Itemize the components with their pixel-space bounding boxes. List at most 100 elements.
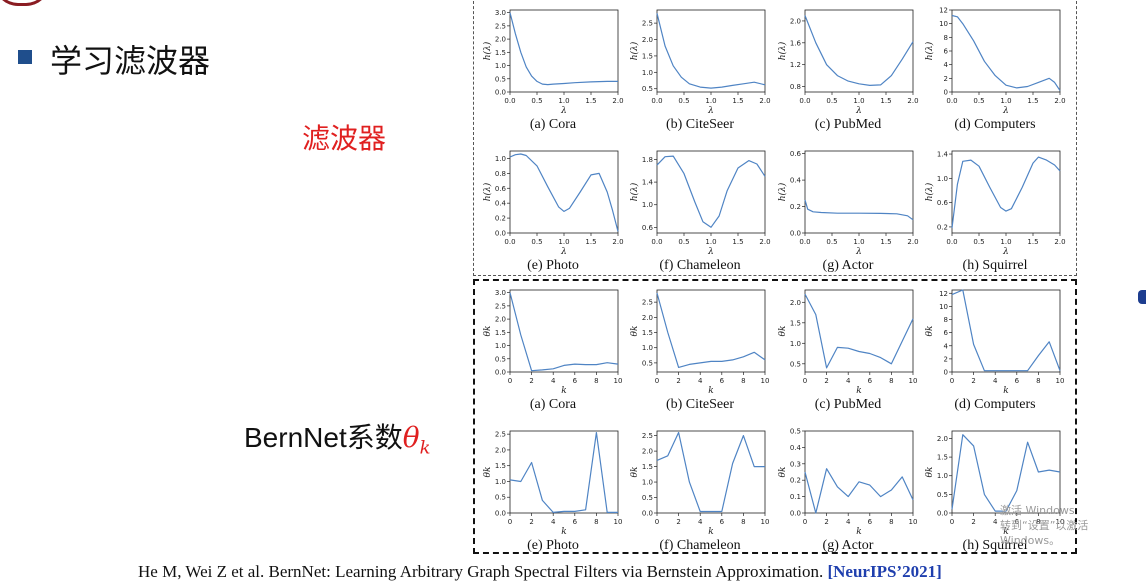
y-tick-label: 0 <box>944 369 948 377</box>
y-axis-label: h(λ) <box>924 41 935 60</box>
series-line <box>951 156 1061 229</box>
x-tick-label: 4 <box>551 377 556 385</box>
x-tick-label: 1.5 <box>880 238 891 246</box>
x-axis-label: λ <box>855 106 862 116</box>
x-tick-label: 2 <box>971 518 975 526</box>
x-axis-label: k <box>856 386 861 396</box>
y-axis-label: θk <box>483 467 493 478</box>
x-tick-label: 1.5 <box>880 97 891 105</box>
plot-frame <box>951 150 1061 234</box>
x-tick-label: 1.5 <box>732 97 743 105</box>
x-axis-label: k <box>1003 527 1008 537</box>
y-tick-label: 0.8 <box>495 170 506 178</box>
x-tick-label: 0.5 <box>531 238 542 246</box>
x-tick-label: 10 <box>909 518 918 526</box>
chart-panel-12: 0 2 4 6 8 10 0 2 4 6 8 10 12 k θk (d) Computers <box>920 284 1070 424</box>
y-tick-label: 1.5 <box>495 462 506 470</box>
chart-svg: 0 2 4 6 8 10 0.0 0.5 1.0 1.5 2.0 k θk <box>925 430 1064 537</box>
y-tick-label: 0.0 <box>790 510 801 518</box>
series-line <box>804 293 914 369</box>
y-tick-label: 2 <box>944 355 948 363</box>
chart-caption: (a) Cora <box>529 397 577 412</box>
chart-panel-6: 0.0 0.5 1.0 1.5 2.0 0.6 1.0 1.4 1.8 λ h(λ) (f) Cham… <box>625 145 775 285</box>
y-axis-label: θk <box>925 467 935 478</box>
chart-panel-8: 0.0 0.5 1.0 1.5 2.0 0.2 0.6 1.0 1.4 λ h(λ) (h) Squi… <box>920 145 1070 285</box>
y-tick-label: 2.0 <box>495 446 506 454</box>
y-tick-label: 0.6 <box>790 150 802 158</box>
edge-mark <box>1138 290 1146 304</box>
x-axis-label: k <box>708 527 713 537</box>
y-tick-label: 1.0 <box>495 478 506 486</box>
x-tick-label: 0.5 <box>826 238 837 246</box>
y-tick-label: 1.0 <box>495 62 506 70</box>
y-tick-label: 4 <box>944 342 949 350</box>
x-tick-label: 1.5 <box>585 238 596 246</box>
x-tick-label: 10 <box>909 377 918 385</box>
chart-caption: (f) Chameleon <box>659 538 741 553</box>
x-tick-label: 4 <box>698 518 703 526</box>
chart-panel-2: 0.0 0.5 1.0 1.5 2.0 0.5 1.0 1.5 2.0 2.5 λ h(λ) (b) C… <box>625 4 775 144</box>
y-tick-label: 2.5 <box>642 432 653 440</box>
chart-panel-15: 0 2 4 6 8 10 0.0 0.1 0.2 0.3 0.4 0.5 k θk (g) Actor <box>773 425 923 565</box>
chart-svg: 0 2 4 6 8 10 0.0 0.5 1.0 1.5 2.0 2.5 k θk <box>630 430 770 537</box>
plot-frame <box>951 9 1061 93</box>
chart-svg: 0 2 4 6 8 10 0.5 1.0 1.5 2.0 k θk <box>778 289 918 396</box>
series-line <box>656 431 765 513</box>
y-tick-label: 1.2 <box>790 61 801 69</box>
x-tick-label: 6 <box>720 377 725 385</box>
y-tick-label: 0.4 <box>790 177 802 185</box>
x-tick-label: 2.0 <box>612 97 623 105</box>
citation-text: He M, Wei Z et al. BernNet: Learning Arb… <box>138 562 828 581</box>
windows-activation-watermark: 激活 Windows 转到“设置”以激活 Windows。 <box>1000 503 1146 548</box>
y-tick-label: 0.0 <box>495 230 506 238</box>
x-tick-label: 6 <box>868 377 873 385</box>
x-tick-label: 1.5 <box>1027 238 1038 246</box>
chart-panel-11: 0 2 4 6 8 10 0.5 1.0 1.5 2.0 k θk (c) PubMed <box>773 284 923 424</box>
chart-svg: 0 2 4 6 8 10 0 2 4 6 8 10 12 k θk <box>925 289 1064 396</box>
x-tick-label: 4 <box>993 377 998 385</box>
x-tick-label: 4 <box>846 518 851 526</box>
citation-venue[interactable]: [NeurIPS’2021] <box>827 562 942 581</box>
y-tick-label: 2.5 <box>495 302 506 310</box>
x-tick-label: 0.0 <box>946 238 957 246</box>
y-axis-label: h(λ) <box>777 182 788 201</box>
watermark-line-2: 转到“设置”以激活 Windows。 <box>1000 519 1089 547</box>
x-tick-label: 0 <box>655 377 659 385</box>
coefficient-figure-box <box>473 279 1077 554</box>
series-line <box>951 434 1061 512</box>
plot-frame <box>804 150 914 234</box>
y-axis-label: θk <box>630 326 640 337</box>
x-tick-label: 0.5 <box>973 97 984 105</box>
x-tick-label: 10 <box>761 518 770 526</box>
x-tick-label: 2 <box>824 377 828 385</box>
y-axis-label: θk <box>778 326 788 337</box>
y-tick-label: 1.0 <box>642 201 653 209</box>
x-tick-label: 1.5 <box>585 97 596 105</box>
chart-svg: 0.0 0.5 1.0 1.5 2.0 0.0 0.5 1.0 1.5 2.0 2.5 3.0 λ h(λ… <box>482 9 624 116</box>
x-tick-label: 10 <box>614 377 623 385</box>
y-tick-label: 2.0 <box>937 435 948 443</box>
y-axis-label: h(λ) <box>629 41 640 60</box>
bernnet-coefficient-label: BernNet系数θk <box>244 416 431 459</box>
chart-svg: 0 2 4 6 8 10 0.0 0.5 1.0 1.5 2.0 2.5 k θk <box>483 430 623 537</box>
x-tick-label: 0 <box>803 377 807 385</box>
watermark-line-1: 激活 Windows <box>1000 504 1075 517</box>
x-tick-label: 0.5 <box>678 97 689 105</box>
x-axis-label: k <box>1003 386 1008 396</box>
chart-caption: (c) PubMed <box>814 397 882 412</box>
x-tick-label: 10 <box>614 518 623 526</box>
chart-caption: (e) Photo <box>527 258 579 273</box>
x-tick-label: 2.0 <box>907 238 918 246</box>
series-line <box>804 468 914 514</box>
y-tick-label: 1.4 <box>937 151 949 159</box>
chart-panel-1: 0.0 0.5 1.0 1.5 2.0 0.0 0.5 1.0 1.5 2.0 2.5 3.0 λ h(λ… <box>478 4 628 144</box>
x-tick-label: 2 <box>676 518 680 526</box>
y-tick-label: 0.0 <box>495 89 506 97</box>
x-tick-label: 1.0 <box>853 238 864 246</box>
x-tick-label: 2.0 <box>1054 238 1065 246</box>
y-tick-label: 1.0 <box>642 69 653 77</box>
y-tick-label: 2.5 <box>495 22 506 30</box>
chart-caption: (a) Cora <box>529 117 577 132</box>
y-tick-label: 0.1 <box>790 493 801 501</box>
x-tick-label: 0.0 <box>651 97 662 105</box>
